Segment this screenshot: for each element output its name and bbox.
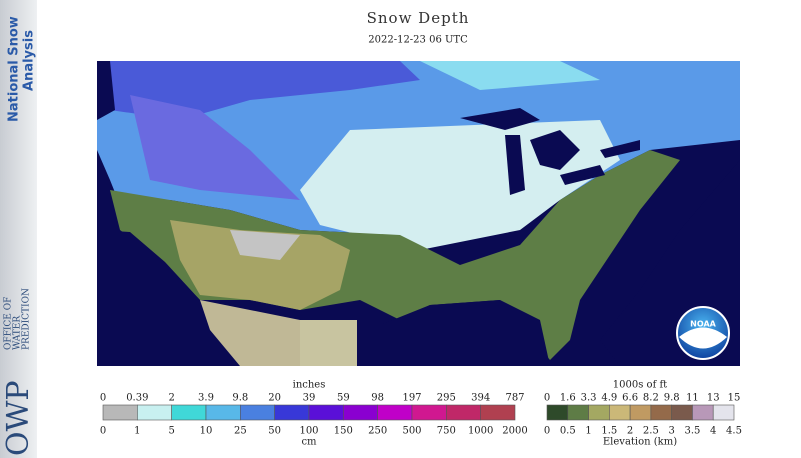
- legend-label-bottom: 1: [585, 426, 591, 437]
- legend-label-bottom: 2.5: [643, 426, 659, 437]
- legend-label-top: 197: [402, 393, 421, 404]
- legend-label-bottom: 2: [627, 426, 633, 437]
- legend-label-top: 59: [337, 393, 350, 404]
- legend-label-top: 9.8: [664, 393, 680, 404]
- legend-label-top: 0: [544, 393, 550, 404]
- legend-label-top: 787: [505, 393, 524, 404]
- legend-label-top: 13: [707, 393, 720, 404]
- legend-label-top: 4.9: [601, 393, 617, 404]
- legend-swatch: [274, 404, 310, 421]
- legend-label-bottom: 1000: [468, 426, 493, 437]
- legend-label-top: 0: [100, 393, 106, 404]
- legend-swatch: [446, 404, 481, 421]
- legend-swatch: [629, 404, 652, 421]
- legend-swatch: [240, 404, 275, 421]
- elevation-title-bottom: Elevation (km): [603, 437, 677, 448]
- legend-swatch: [308, 404, 344, 421]
- snow-unit-bottom: cm: [301, 437, 317, 448]
- legend-swatch: [588, 404, 610, 421]
- noaa-logo: NOAA: [690, 320, 716, 329]
- snow-unit-top: inches: [293, 380, 326, 391]
- legend-swatch: [137, 404, 172, 421]
- owp-line: PREDICTION: [22, 288, 32, 350]
- owp-line: WATER: [13, 316, 23, 350]
- legend-swatch: [712, 404, 735, 421]
- legend-swatch: [205, 404, 241, 421]
- elevation-title-top: 1000s of ft: [613, 380, 667, 391]
- legend-swatch: [102, 404, 138, 421]
- legend-label-bottom: 4: [710, 426, 716, 437]
- legend-label-top: 2: [168, 393, 174, 404]
- legend-swatch: [692, 404, 714, 421]
- owp-line: OFFICE OF: [4, 297, 14, 350]
- legend-swatch: [650, 404, 672, 421]
- org-line: Analysis: [22, 30, 37, 91]
- legend-label-bottom: 50: [268, 426, 281, 437]
- legend-label-top: 39: [303, 393, 316, 404]
- legend-label-bottom: 150: [334, 426, 353, 437]
- legend-label-top: 20: [268, 393, 281, 404]
- timestamp: 2022-12-23 06 UTC: [368, 35, 468, 46]
- legend-label-bottom: 1.5: [601, 426, 617, 437]
- legend-label-bottom: 3: [668, 426, 674, 437]
- legend-label-bottom: 4.5: [726, 426, 742, 437]
- legend-label-bottom: 2000: [502, 426, 527, 437]
- legend-label-top: 9.8: [232, 393, 248, 404]
- legend-swatch: [609, 404, 631, 421]
- legend-label-top: 295: [437, 393, 456, 404]
- legend-swatch: [171, 404, 207, 421]
- legend-swatch: [343, 404, 378, 421]
- legend-swatch: [546, 404, 569, 421]
- owp-acronym: OWP: [1, 380, 36, 456]
- sidebar: [0, 0, 37, 458]
- legend-label-bottom: 500: [402, 426, 421, 437]
- map: NOAA: [97, 61, 740, 366]
- legend-label-top: 0.39: [126, 393, 148, 404]
- legend-swatch: [411, 404, 447, 421]
- legend-label-bottom: 3.5: [684, 426, 700, 437]
- legend-label-top: 15: [728, 393, 741, 404]
- legend-label-top: 1.6: [560, 393, 576, 404]
- legend-label-bottom: 0: [544, 426, 550, 437]
- legend-label-top: 6.6: [622, 393, 638, 404]
- legend-label-bottom: 1: [134, 426, 140, 437]
- legend-label-bottom: 10: [200, 426, 213, 437]
- legend-swatch: [567, 404, 589, 421]
- legend-label-bottom: 750: [437, 426, 456, 437]
- legend-label-bottom: 25: [234, 426, 247, 437]
- legend-swatch: [480, 404, 516, 421]
- legend-label-top: 11: [686, 393, 699, 404]
- legend-label-bottom: 0: [100, 426, 106, 437]
- legend-label-bottom: 5: [168, 426, 174, 437]
- org-line: National Snow: [7, 16, 22, 122]
- legend-swatch: [377, 404, 413, 421]
- title: Snow Depth: [367, 9, 470, 27]
- legend-label-top: 98: [371, 393, 384, 404]
- legend-label-bottom: 0.5: [560, 426, 576, 437]
- legend-label-bottom: 250: [368, 426, 387, 437]
- legend-label-top: 3.3: [581, 393, 597, 404]
- legend-swatch: [671, 404, 693, 421]
- legend-label-top: 8.2: [643, 393, 659, 404]
- legend-label-top: 3.9: [198, 393, 214, 404]
- legend-label-bottom: 100: [299, 426, 318, 437]
- legend-label-top: 394: [471, 393, 490, 404]
